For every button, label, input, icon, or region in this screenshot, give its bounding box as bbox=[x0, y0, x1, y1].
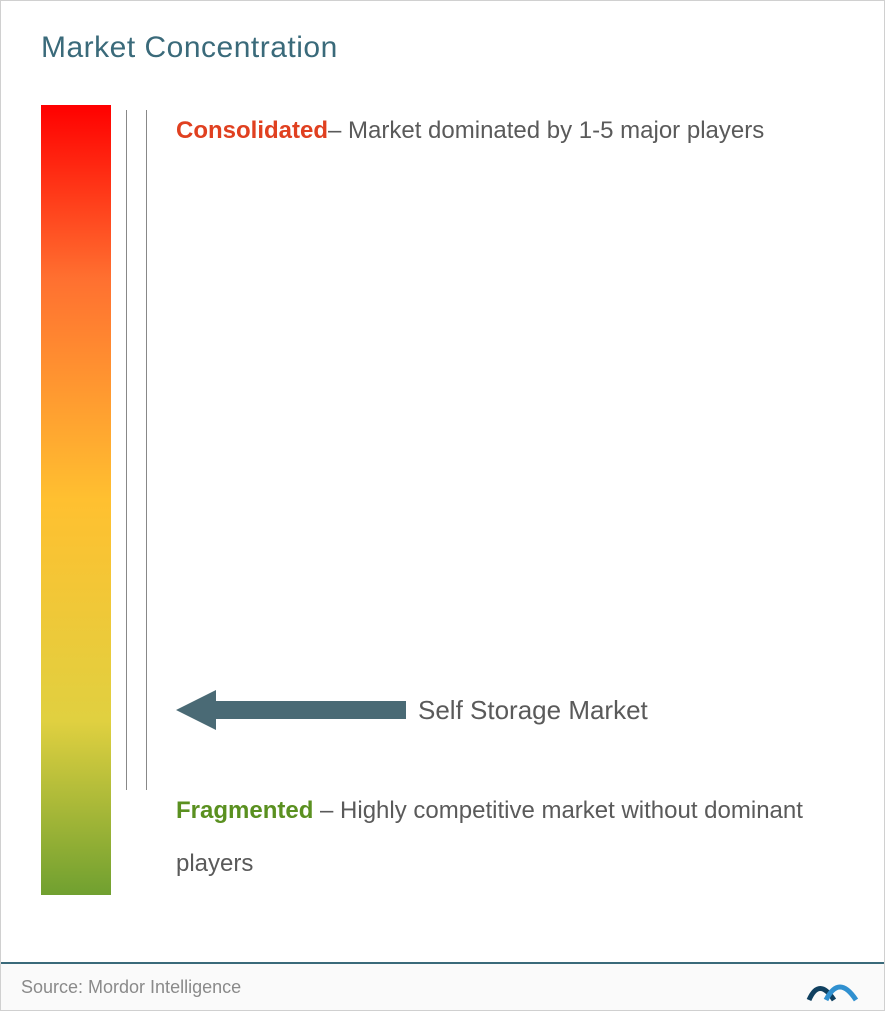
gradient-svg bbox=[41, 105, 111, 895]
bracket-line-left bbox=[126, 110, 127, 790]
consolidated-description: – Market dominated by 1-5 major players bbox=[328, 117, 764, 144]
market-indicator: Self Storage Market bbox=[176, 685, 648, 735]
consolidated-label: Consolidated bbox=[176, 117, 328, 144]
mordor-logo-icon bbox=[804, 972, 864, 1002]
arrow-icon bbox=[176, 685, 406, 735]
infographic-container: Market Concentration bbox=[0, 0, 885, 1011]
content-area: Consolidated– Market dominated by 1-5 ma… bbox=[41, 105, 844, 905]
fragmented-label: Fragmented bbox=[176, 797, 313, 824]
fragmented-block: Fragmented – Highly competitive market w… bbox=[176, 785, 844, 891]
chart-title: Market Concentration bbox=[41, 31, 844, 65]
consolidated-block: Consolidated– Market dominated by 1-5 ma… bbox=[176, 105, 764, 158]
bracket-line-right bbox=[146, 110, 147, 790]
concentration-scale-bar bbox=[41, 105, 111, 895]
bracket-lines bbox=[126, 110, 156, 790]
text-area: Consolidated– Market dominated by 1-5 ma… bbox=[176, 105, 844, 905]
market-label: Self Storage Market bbox=[418, 695, 648, 726]
footer: Source: Mordor Intelligence bbox=[1, 962, 884, 1010]
source-text: Source: Mordor Intelligence bbox=[21, 977, 241, 998]
